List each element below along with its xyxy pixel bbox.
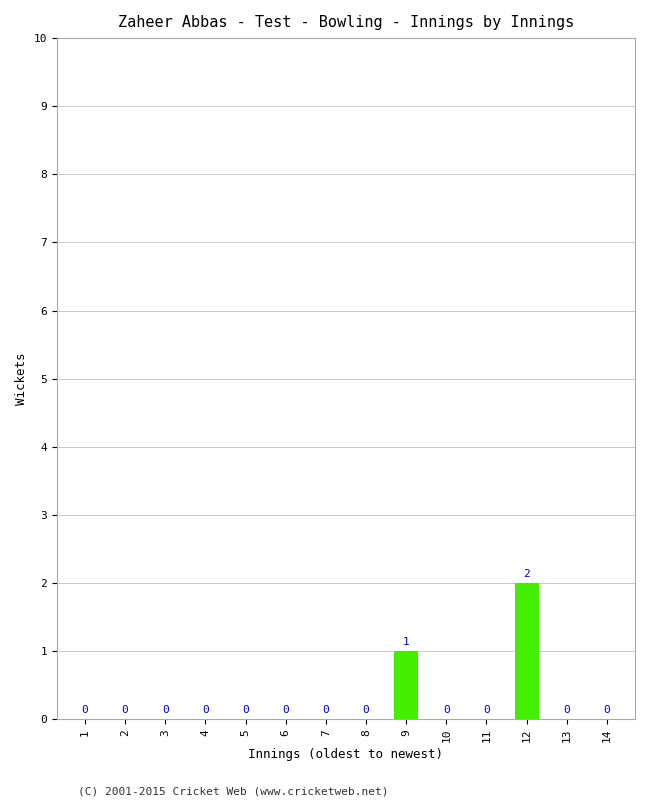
Text: (C) 2001-2015 Cricket Web (www.cricketweb.net): (C) 2001-2015 Cricket Web (www.cricketwe… xyxy=(78,786,389,796)
Text: 0: 0 xyxy=(603,705,610,715)
Text: 0: 0 xyxy=(81,705,88,715)
Text: 0: 0 xyxy=(322,705,329,715)
Text: 0: 0 xyxy=(564,705,570,715)
X-axis label: Innings (oldest to newest): Innings (oldest to newest) xyxy=(248,748,443,761)
Text: 1: 1 xyxy=(403,637,410,647)
Bar xyxy=(515,583,539,719)
Text: 0: 0 xyxy=(282,705,289,715)
Text: 0: 0 xyxy=(242,705,249,715)
Text: 0: 0 xyxy=(363,705,369,715)
Y-axis label: Wickets: Wickets xyxy=(15,353,28,405)
Text: 2: 2 xyxy=(523,569,530,579)
Text: 0: 0 xyxy=(202,705,209,715)
Title: Zaheer Abbas - Test - Bowling - Innings by Innings: Zaheer Abbas - Test - Bowling - Innings … xyxy=(118,15,574,30)
Bar xyxy=(394,651,418,719)
Text: 0: 0 xyxy=(122,705,129,715)
Text: 0: 0 xyxy=(162,705,168,715)
Text: 0: 0 xyxy=(483,705,490,715)
Text: 0: 0 xyxy=(443,705,450,715)
